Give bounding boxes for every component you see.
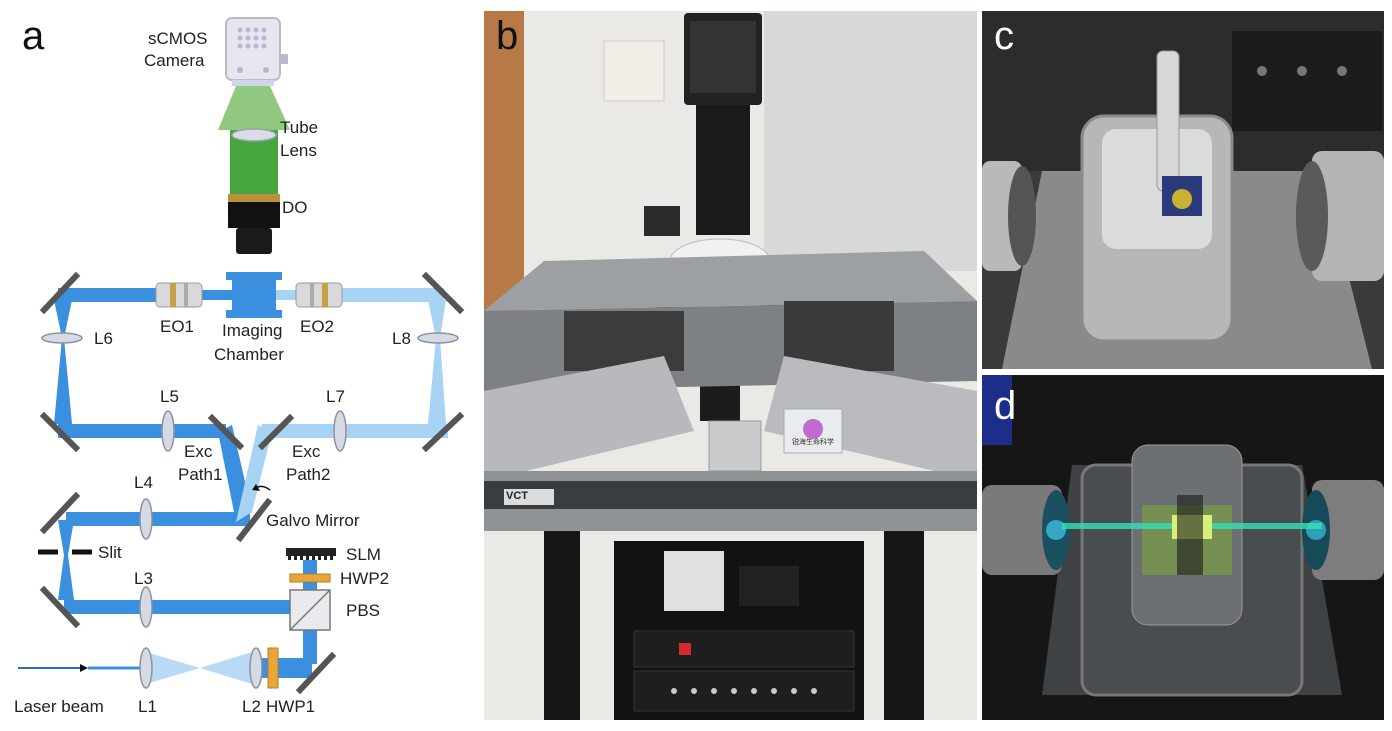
label-l1: L1	[138, 697, 157, 716]
brand-tag: VCT	[506, 490, 528, 502]
detection-objective-icon	[228, 194, 280, 254]
panel-label-a: a	[22, 14, 45, 58]
label-exc2-2: Path2	[286, 465, 330, 484]
photo-c-chamber	[982, 11, 1384, 369]
label-laser: Laser beam	[14, 697, 104, 716]
label-l6: L6	[94, 329, 113, 348]
label-camera-2: Camera	[144, 51, 205, 70]
label-pbs: PBS	[346, 601, 380, 620]
label-l5: L5	[160, 387, 179, 406]
optical-schematic: sCMOS Camera Tube Lens DO EO1 EO2 Imagin…	[14, 17, 465, 716]
slm-icon	[286, 548, 336, 560]
eo1-objective-icon	[155, 282, 203, 308]
label-galvo: Galvo Mirror	[266, 511, 360, 530]
label-hwp2: HWP2	[340, 569, 389, 588]
camera-icon	[225, 17, 288, 86]
label-l3: L3	[134, 569, 153, 588]
label-tube-2: Lens	[280, 141, 317, 160]
label-hwp1: HWP1	[266, 697, 315, 716]
panel-label-b: b	[496, 14, 519, 58]
photo-b-instrument: VCT 锐海生命科学	[484, 11, 977, 720]
emission-cone	[218, 86, 290, 130]
label-exc1-1: Exc	[184, 442, 213, 461]
label-l2: L2	[242, 697, 261, 716]
panel-label-c: c	[994, 14, 1014, 58]
eo2-objective-icon	[295, 282, 343, 308]
panel-label-d: d	[994, 384, 1017, 428]
label-camera-1: sCMOS	[148, 29, 208, 48]
label-exc1-2: Path1	[178, 465, 222, 484]
pbs-icon	[289, 589, 331, 631]
label-exc2-1: Exc	[292, 442, 321, 461]
label-slit: Slit	[98, 543, 122, 562]
label-l8: L8	[392, 329, 411, 348]
label-l4: L4	[134, 473, 153, 492]
label-eo2: EO2	[300, 317, 334, 336]
tube-lens-icon	[231, 128, 277, 142]
lens-icons	[41, 332, 459, 689]
imaging-chamber-icon	[232, 272, 276, 318]
label-slm: SLM	[346, 545, 381, 564]
label-chamber-1: Imaging	[222, 321, 282, 340]
label-eo1: EO1	[160, 317, 194, 336]
label-tube-1: Tube	[280, 118, 318, 137]
hwp2-icon	[289, 573, 331, 583]
label-do: DO	[282, 198, 308, 217]
company-logo-text: 锐海生命科学	[792, 439, 834, 446]
photo-d-fluorescence	[982, 375, 1384, 720]
label-l7: L7	[326, 387, 345, 406]
hwp1-icon	[267, 647, 279, 689]
label-chamber-2: Chamber	[214, 345, 284, 364]
mirror-icons	[39, 271, 465, 695]
